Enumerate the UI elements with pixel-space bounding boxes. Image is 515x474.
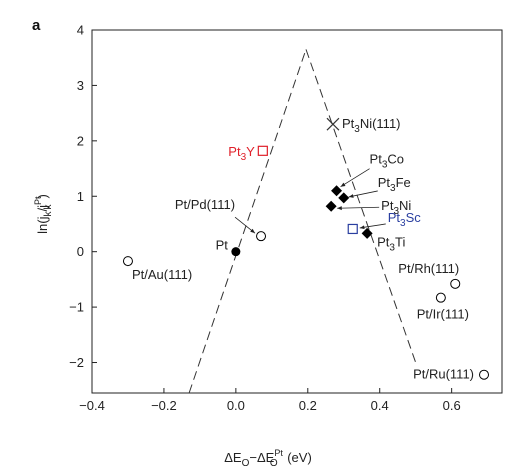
label-base: Pt bbox=[377, 234, 390, 249]
label-subscript: 3 bbox=[389, 242, 395, 253]
label-base: Pt/Ru(111) bbox=[413, 367, 474, 382]
pt-pd-111-marker bbox=[256, 231, 267, 242]
axes: −0.4 −0.2 0.0 0.2 0.4 0.6 −2 −1 0 1 2 3 4 bbox=[69, 23, 461, 414]
label-subscript: 3 bbox=[354, 124, 360, 135]
label-rest: Ni bbox=[399, 198, 411, 213]
label-base: Pt bbox=[228, 144, 241, 159]
y-tick-label: 2 bbox=[77, 133, 84, 148]
label-base: Pt/Au(111) bbox=[132, 267, 192, 282]
x-tick-label: 0.4 bbox=[371, 398, 389, 413]
xlabel-sup: Pt bbox=[274, 448, 283, 458]
pt3y-marker bbox=[257, 145, 268, 156]
y-tick-label: −2 bbox=[69, 355, 84, 370]
label-rest: Ti bbox=[395, 234, 405, 249]
label-subscript: 3 bbox=[241, 152, 247, 163]
pt-pd-111-label: Pt/Pd(111) bbox=[175, 197, 235, 212]
x-tick-label: 0.2 bbox=[299, 398, 317, 413]
ylabel-pre: ln(j bbox=[35, 216, 50, 233]
label-base: Pt bbox=[388, 210, 401, 225]
x-tick-label: 0.0 bbox=[227, 398, 245, 413]
pt3sc-arrowhead bbox=[359, 225, 365, 230]
label-rest: Co bbox=[387, 152, 404, 167]
ylabel-sup: Pt bbox=[33, 196, 43, 205]
pt3fe-leader bbox=[348, 190, 378, 198]
volcano-lines bbox=[188, 49, 417, 394]
pt-label: Pt bbox=[216, 238, 229, 253]
pt3ni-marker bbox=[325, 200, 337, 212]
pt-ru-111-label: Pt/Ru(111) bbox=[413, 367, 474, 382]
label-base: Pt/Rh(111) bbox=[398, 261, 459, 276]
label-rest: Fe bbox=[396, 175, 411, 190]
pt3co-label: Pt3Co bbox=[370, 152, 404, 171]
pt3ti-marker bbox=[361, 227, 373, 239]
pt-ru-111-marker bbox=[479, 369, 490, 380]
label-base: Pt bbox=[342, 116, 355, 131]
label-subscript: 3 bbox=[390, 183, 396, 194]
x-axis-label: ΔEO−ΔEPt O (eV) bbox=[224, 448, 312, 469]
x-tick-label: −0.2 bbox=[151, 398, 177, 413]
label-base: Pt/Pd(111) bbox=[175, 197, 235, 212]
ylabel-post: ) bbox=[35, 194, 50, 198]
pt3co-leader bbox=[340, 168, 370, 188]
pt3fe-marker bbox=[338, 192, 350, 204]
pt3co-arrowhead bbox=[340, 182, 346, 187]
pt3ni-111-marker bbox=[326, 117, 340, 131]
volcano-line bbox=[188, 49, 307, 394]
pt-au-111-marker bbox=[122, 256, 133, 267]
pt3ni-111-label: Pt3Ni(111) bbox=[342, 116, 401, 135]
y-tick-label: 1 bbox=[77, 189, 84, 204]
label-rest: Sc bbox=[406, 210, 422, 225]
pt3sc-marker bbox=[347, 223, 358, 235]
label-base: Pt/Ir(111) bbox=[417, 307, 469, 322]
pt-rh-111-marker bbox=[450, 278, 461, 289]
plot-frame bbox=[91, 29, 503, 394]
label-base: Pt bbox=[370, 152, 383, 167]
pt3ti-label: Pt3Ti bbox=[377, 234, 405, 253]
pt-marker bbox=[231, 247, 241, 257]
xlabel-unit: (eV) bbox=[284, 450, 312, 465]
pt3fe-label: Pt3Fe bbox=[378, 175, 411, 194]
x-tick-label: 0.6 bbox=[443, 398, 461, 413]
label-subscript: 3 bbox=[400, 218, 406, 229]
y-axis-label: ln(jk/jPtk) bbox=[33, 194, 54, 234]
label-base: Pt bbox=[378, 175, 391, 190]
xlabel-delta: ΔE bbox=[224, 450, 242, 465]
pt3ni-arrowhead bbox=[337, 206, 342, 211]
y-tick-label: 3 bbox=[77, 78, 84, 93]
pt-ir-111-marker bbox=[435, 292, 446, 303]
leader-lines bbox=[234, 168, 386, 234]
pt-au-111-label: Pt/Au(111) bbox=[132, 267, 192, 282]
pt-ir-111-label: Pt/Ir(111) bbox=[417, 307, 469, 322]
pt3co-marker bbox=[331, 185, 343, 197]
x-tick-label: −0.4 bbox=[79, 398, 105, 413]
label-subscript: 3 bbox=[382, 160, 388, 171]
point-labels: PtPt/Pd(111)Pt/Au(111)Pt3YPt3Ni(111)Pt3C… bbox=[132, 116, 474, 381]
pt3sc-label: Pt3Sc bbox=[388, 210, 422, 229]
panel-label: a bbox=[32, 17, 41, 34]
pt3y-label: Pt3Y bbox=[228, 144, 255, 163]
label-rest: Y bbox=[246, 144, 255, 159]
pt-rh-111-label: Pt/Rh(111) bbox=[398, 261, 459, 276]
y-tick-label: 4 bbox=[77, 23, 84, 38]
label-base: Pt bbox=[381, 198, 394, 213]
pt-pd-111-arrowhead bbox=[250, 228, 256, 234]
pt3fe-arrowhead bbox=[348, 194, 354, 198]
xlabel-sub: O bbox=[242, 458, 250, 469]
ylabel-sub1: k bbox=[43, 211, 54, 217]
label-subscript: 3 bbox=[393, 206, 399, 217]
data-markers bbox=[122, 117, 490, 380]
pt3ni-leader bbox=[337, 206, 380, 209]
xlabel-minus: −ΔE bbox=[249, 450, 274, 465]
pt3ni-label: Pt3Ni bbox=[381, 198, 411, 217]
label-rest: Ni(111) bbox=[360, 116, 401, 131]
y-tick-label: 0 bbox=[77, 244, 84, 259]
y-tick-label: −1 bbox=[69, 300, 84, 315]
label-base: Pt bbox=[216, 238, 229, 253]
xlabel-sub2: O bbox=[270, 458, 278, 469]
ylabel-sub2: k bbox=[43, 203, 54, 209]
ylabel-mid: /j bbox=[35, 205, 50, 212]
